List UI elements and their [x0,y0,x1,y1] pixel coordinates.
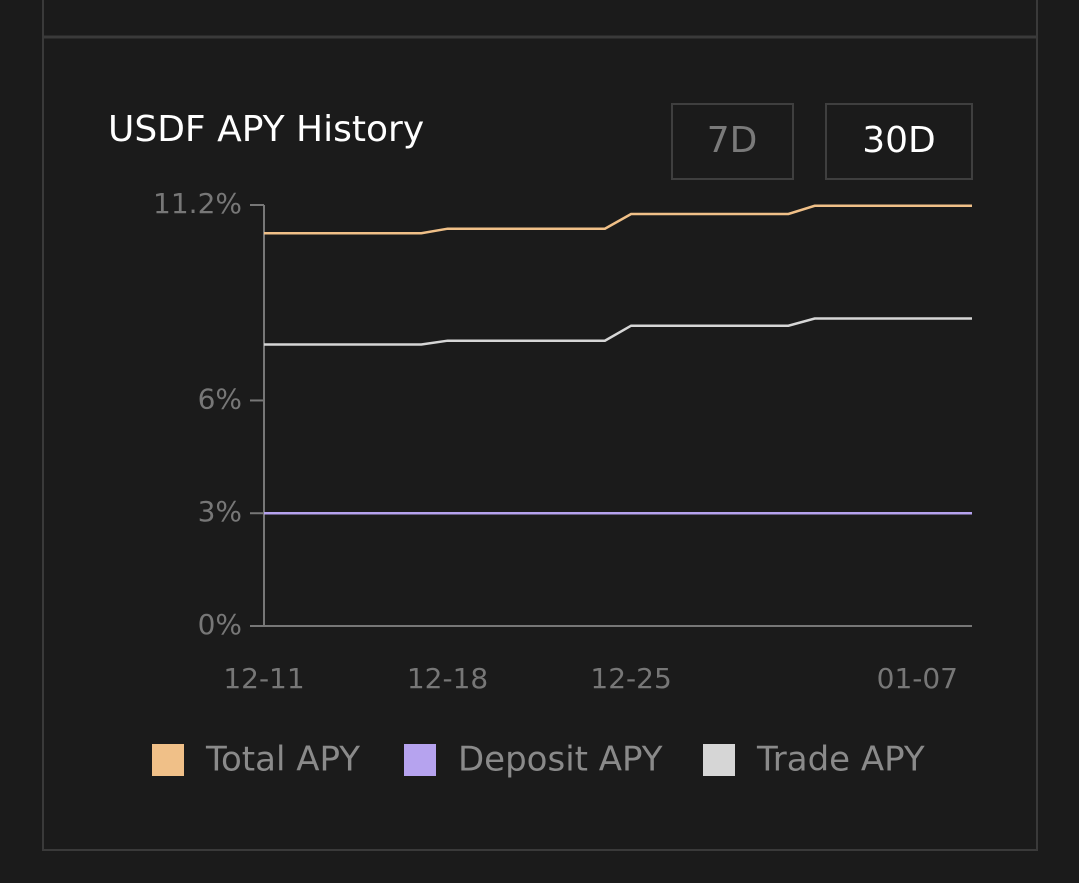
legend-label: Deposit APY [458,740,663,780]
button-frame[interactable] [671,103,794,180]
button-frame[interactable] [825,103,973,180]
legend-swatch [703,744,735,776]
y-tick-label: 6% [198,382,242,415]
legend-swatch [404,744,436,776]
legend-swatch [152,744,184,776]
card-frame [42,0,1038,851]
series-line [264,317,972,346]
series-line [264,204,972,235]
legend-label: Total APY [205,740,360,780]
y-tick-label: 0% [198,608,242,641]
chart-title: USDF APY History [108,109,424,150]
y-tick-label: 3% [198,495,242,528]
legend-label: Trade APY [756,740,925,780]
x-tick-label: 01-07 [877,662,958,695]
x-tick-label: 12-11 [223,662,304,695]
range-button[interactable]: 7D [707,120,758,161]
x-tick-label: 12-25 [590,662,671,695]
x-tick-label: 12-18 [407,662,488,695]
y-tick-label: 11.2% [153,187,242,220]
range-button[interactable]: 30D [862,120,936,161]
